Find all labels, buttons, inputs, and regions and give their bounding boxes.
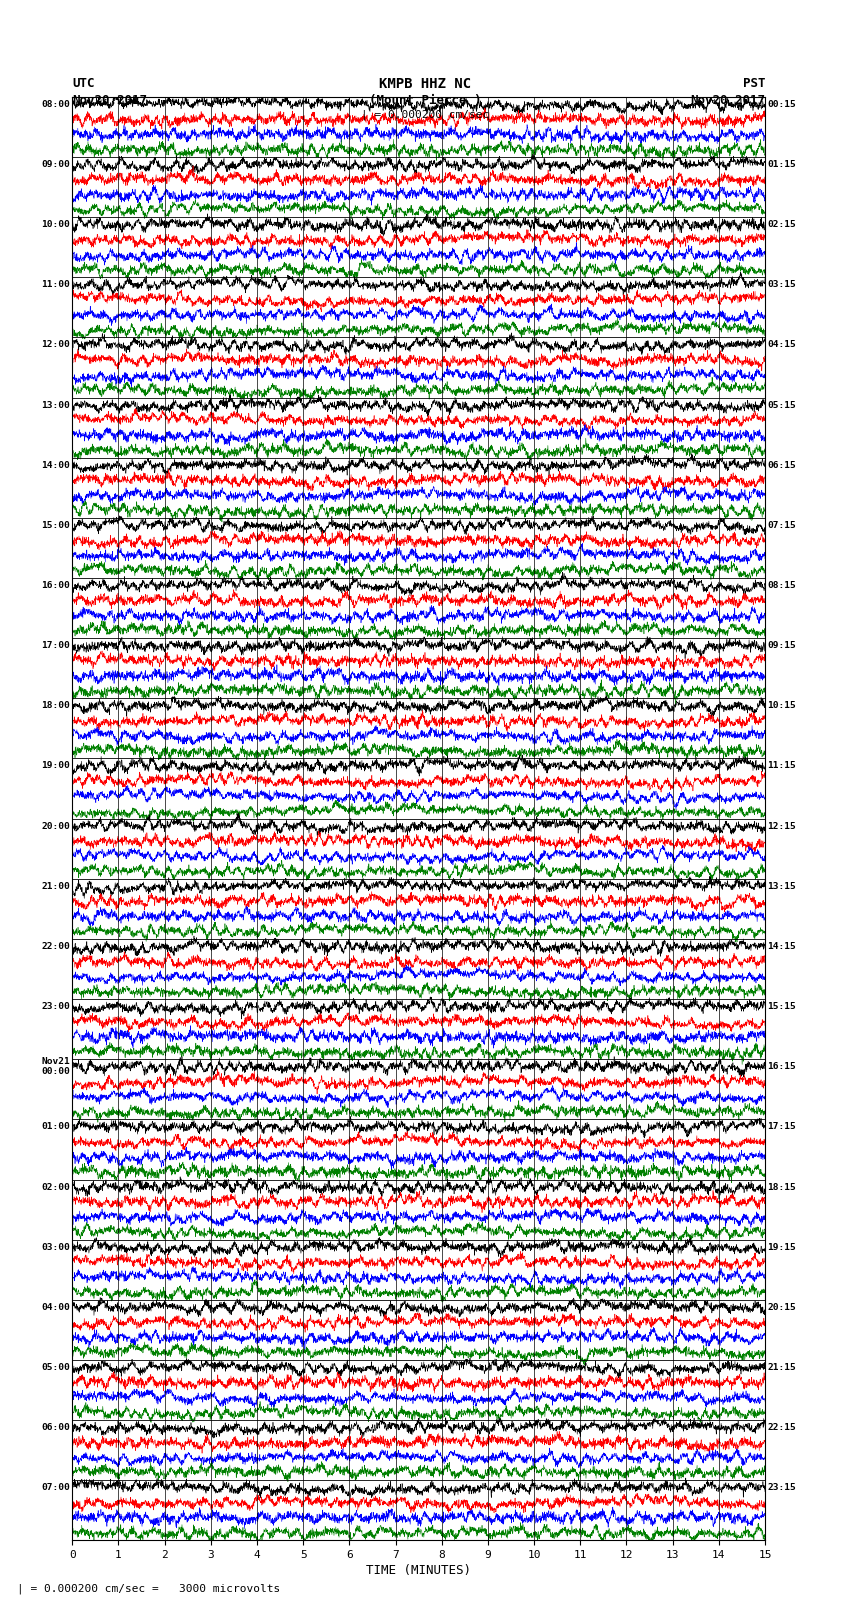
Text: 12:15: 12:15 <box>767 821 796 831</box>
Text: Nov20,2017: Nov20,2017 <box>72 94 147 106</box>
Text: 15:15: 15:15 <box>767 1002 796 1011</box>
Text: 20:15: 20:15 <box>767 1303 796 1311</box>
Text: 11:00: 11:00 <box>42 281 71 289</box>
Text: 19:00: 19:00 <box>42 761 71 771</box>
Text: Nov20,2017: Nov20,2017 <box>690 94 765 106</box>
Text: Nov21
00:00: Nov21 00:00 <box>42 1057 71 1076</box>
Text: 07:15: 07:15 <box>767 521 796 529</box>
Text: 06:15: 06:15 <box>767 461 796 469</box>
Text: 17:15: 17:15 <box>767 1123 796 1131</box>
Text: 09:00: 09:00 <box>42 160 71 169</box>
Text: 04:15: 04:15 <box>767 340 796 350</box>
Text: 21:00: 21:00 <box>42 882 71 890</box>
Text: 23:00: 23:00 <box>42 1002 71 1011</box>
X-axis label: TIME (MINUTES): TIME (MINUTES) <box>366 1565 471 1578</box>
Text: 18:00: 18:00 <box>42 702 71 710</box>
Text: 22:15: 22:15 <box>767 1423 796 1432</box>
Text: 04:00: 04:00 <box>42 1303 71 1311</box>
Text: 08:00: 08:00 <box>42 100 71 108</box>
Text: 01:15: 01:15 <box>767 160 796 169</box>
Text: 16:15: 16:15 <box>767 1063 796 1071</box>
Text: 12:00: 12:00 <box>42 340 71 350</box>
Text: 02:15: 02:15 <box>767 219 796 229</box>
Text: (Mount Pierce ): (Mount Pierce ) <box>369 94 481 106</box>
Text: 02:00: 02:00 <box>42 1182 71 1192</box>
Text: 18:15: 18:15 <box>767 1182 796 1192</box>
Text: 15:00: 15:00 <box>42 521 71 529</box>
Text: 05:15: 05:15 <box>767 400 796 410</box>
Text: KMPB HHZ NC: KMPB HHZ NC <box>379 77 471 92</box>
Text: 10:00: 10:00 <box>42 219 71 229</box>
Text: 01:00: 01:00 <box>42 1123 71 1131</box>
Text: 09:15: 09:15 <box>767 640 796 650</box>
Text: 17:00: 17:00 <box>42 640 71 650</box>
Text: 16:00: 16:00 <box>42 581 71 590</box>
Text: 03:00: 03:00 <box>42 1242 71 1252</box>
Text: PST: PST <box>743 77 765 90</box>
Text: 00:15: 00:15 <box>767 100 796 108</box>
Text: 13:15: 13:15 <box>767 882 796 890</box>
Text: 07:00: 07:00 <box>42 1484 71 1492</box>
Text: 20:00: 20:00 <box>42 821 71 831</box>
Text: 08:15: 08:15 <box>767 581 796 590</box>
Text: 03:15: 03:15 <box>767 281 796 289</box>
Text: 14:00: 14:00 <box>42 461 71 469</box>
Text: 05:00: 05:00 <box>42 1363 71 1373</box>
Text: | = 0.000200 cm/sec: | = 0.000200 cm/sec <box>361 110 489 121</box>
Text: 19:15: 19:15 <box>767 1242 796 1252</box>
Text: | = 0.000200 cm/sec =   3000 microvolts: | = 0.000200 cm/sec = 3000 microvolts <box>17 1582 280 1594</box>
Text: 13:00: 13:00 <box>42 400 71 410</box>
Text: 06:00: 06:00 <box>42 1423 71 1432</box>
Text: UTC: UTC <box>72 77 94 90</box>
Text: 14:15: 14:15 <box>767 942 796 952</box>
Text: 23:15: 23:15 <box>767 1484 796 1492</box>
Text: 11:15: 11:15 <box>767 761 796 771</box>
Text: 21:15: 21:15 <box>767 1363 796 1373</box>
Text: 22:00: 22:00 <box>42 942 71 952</box>
Text: 10:15: 10:15 <box>767 702 796 710</box>
